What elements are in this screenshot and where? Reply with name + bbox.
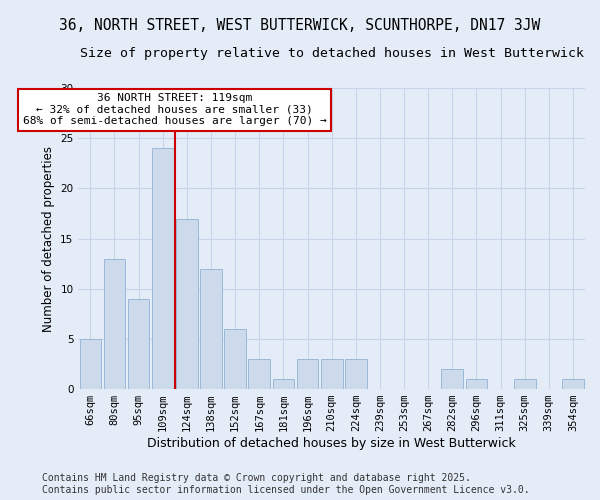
Bar bbox=[562, 379, 584, 389]
X-axis label: Distribution of detached houses by size in West Butterwick: Distribution of detached houses by size … bbox=[147, 437, 516, 450]
Bar bbox=[224, 329, 246, 389]
Bar bbox=[345, 359, 367, 389]
Text: Contains HM Land Registry data © Crown copyright and database right 2025.
Contai: Contains HM Land Registry data © Crown c… bbox=[42, 474, 530, 495]
Text: 36, NORTH STREET, WEST BUTTERWICK, SCUNTHORPE, DN17 3JW: 36, NORTH STREET, WEST BUTTERWICK, SCUNT… bbox=[59, 18, 541, 32]
Bar bbox=[104, 258, 125, 389]
Bar bbox=[272, 379, 294, 389]
Bar bbox=[514, 379, 536, 389]
Bar bbox=[466, 379, 487, 389]
Bar bbox=[152, 148, 173, 389]
Bar bbox=[296, 359, 319, 389]
Bar bbox=[200, 268, 222, 389]
Bar bbox=[128, 299, 149, 389]
Bar bbox=[248, 359, 270, 389]
Text: 36 NORTH STREET: 119sqm
← 32% of detached houses are smaller (33)
68% of semi-de: 36 NORTH STREET: 119sqm ← 32% of detache… bbox=[23, 93, 326, 126]
Bar bbox=[321, 359, 343, 389]
Y-axis label: Number of detached properties: Number of detached properties bbox=[41, 146, 55, 332]
Title: Size of property relative to detached houses in West Butterwick: Size of property relative to detached ho… bbox=[80, 48, 584, 60]
Bar bbox=[442, 369, 463, 389]
Bar bbox=[80, 339, 101, 389]
Bar bbox=[176, 218, 198, 389]
